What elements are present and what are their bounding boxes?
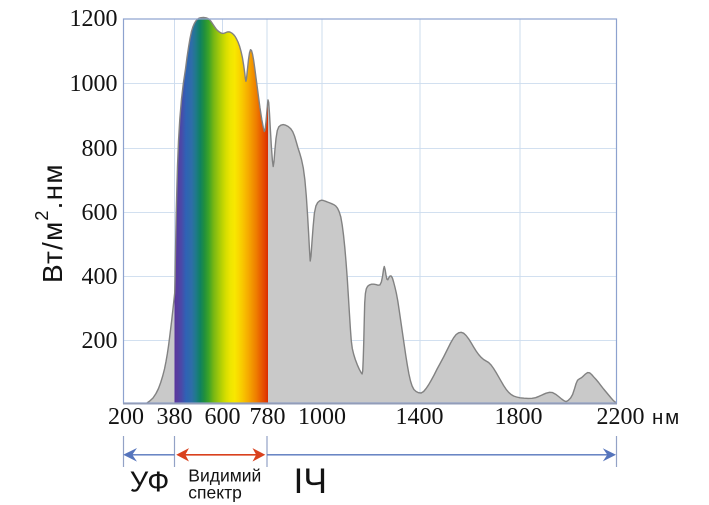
svg-text:1000: 1000 xyxy=(298,404,346,430)
svg-text:Вт/м2.нм: Вт/м2.нм xyxy=(32,163,68,283)
svg-text:780: 780 xyxy=(250,404,286,430)
svg-text:ІЧ: ІЧ xyxy=(294,461,328,501)
svg-text:400: 400 xyxy=(82,264,118,290)
svg-text:1200: 1200 xyxy=(70,6,118,32)
svg-text:1800: 1800 xyxy=(495,404,543,430)
svg-text:200: 200 xyxy=(108,404,144,430)
svg-text:2200: 2200 xyxy=(597,404,645,430)
svg-text:нм: нм xyxy=(652,406,681,429)
svg-text:УФ: УФ xyxy=(130,467,170,499)
svg-text:800: 800 xyxy=(82,136,118,162)
svg-text:1400: 1400 xyxy=(396,404,444,430)
svg-text:200: 200 xyxy=(82,328,118,354)
svg-text:Видимий: Видимий xyxy=(188,466,261,486)
svg-text:1000: 1000 xyxy=(70,71,118,97)
svg-text:600: 600 xyxy=(205,404,241,430)
svg-text:600: 600 xyxy=(82,200,118,226)
svg-text:380: 380 xyxy=(157,404,193,430)
svg-text:спектр: спектр xyxy=(188,483,242,503)
